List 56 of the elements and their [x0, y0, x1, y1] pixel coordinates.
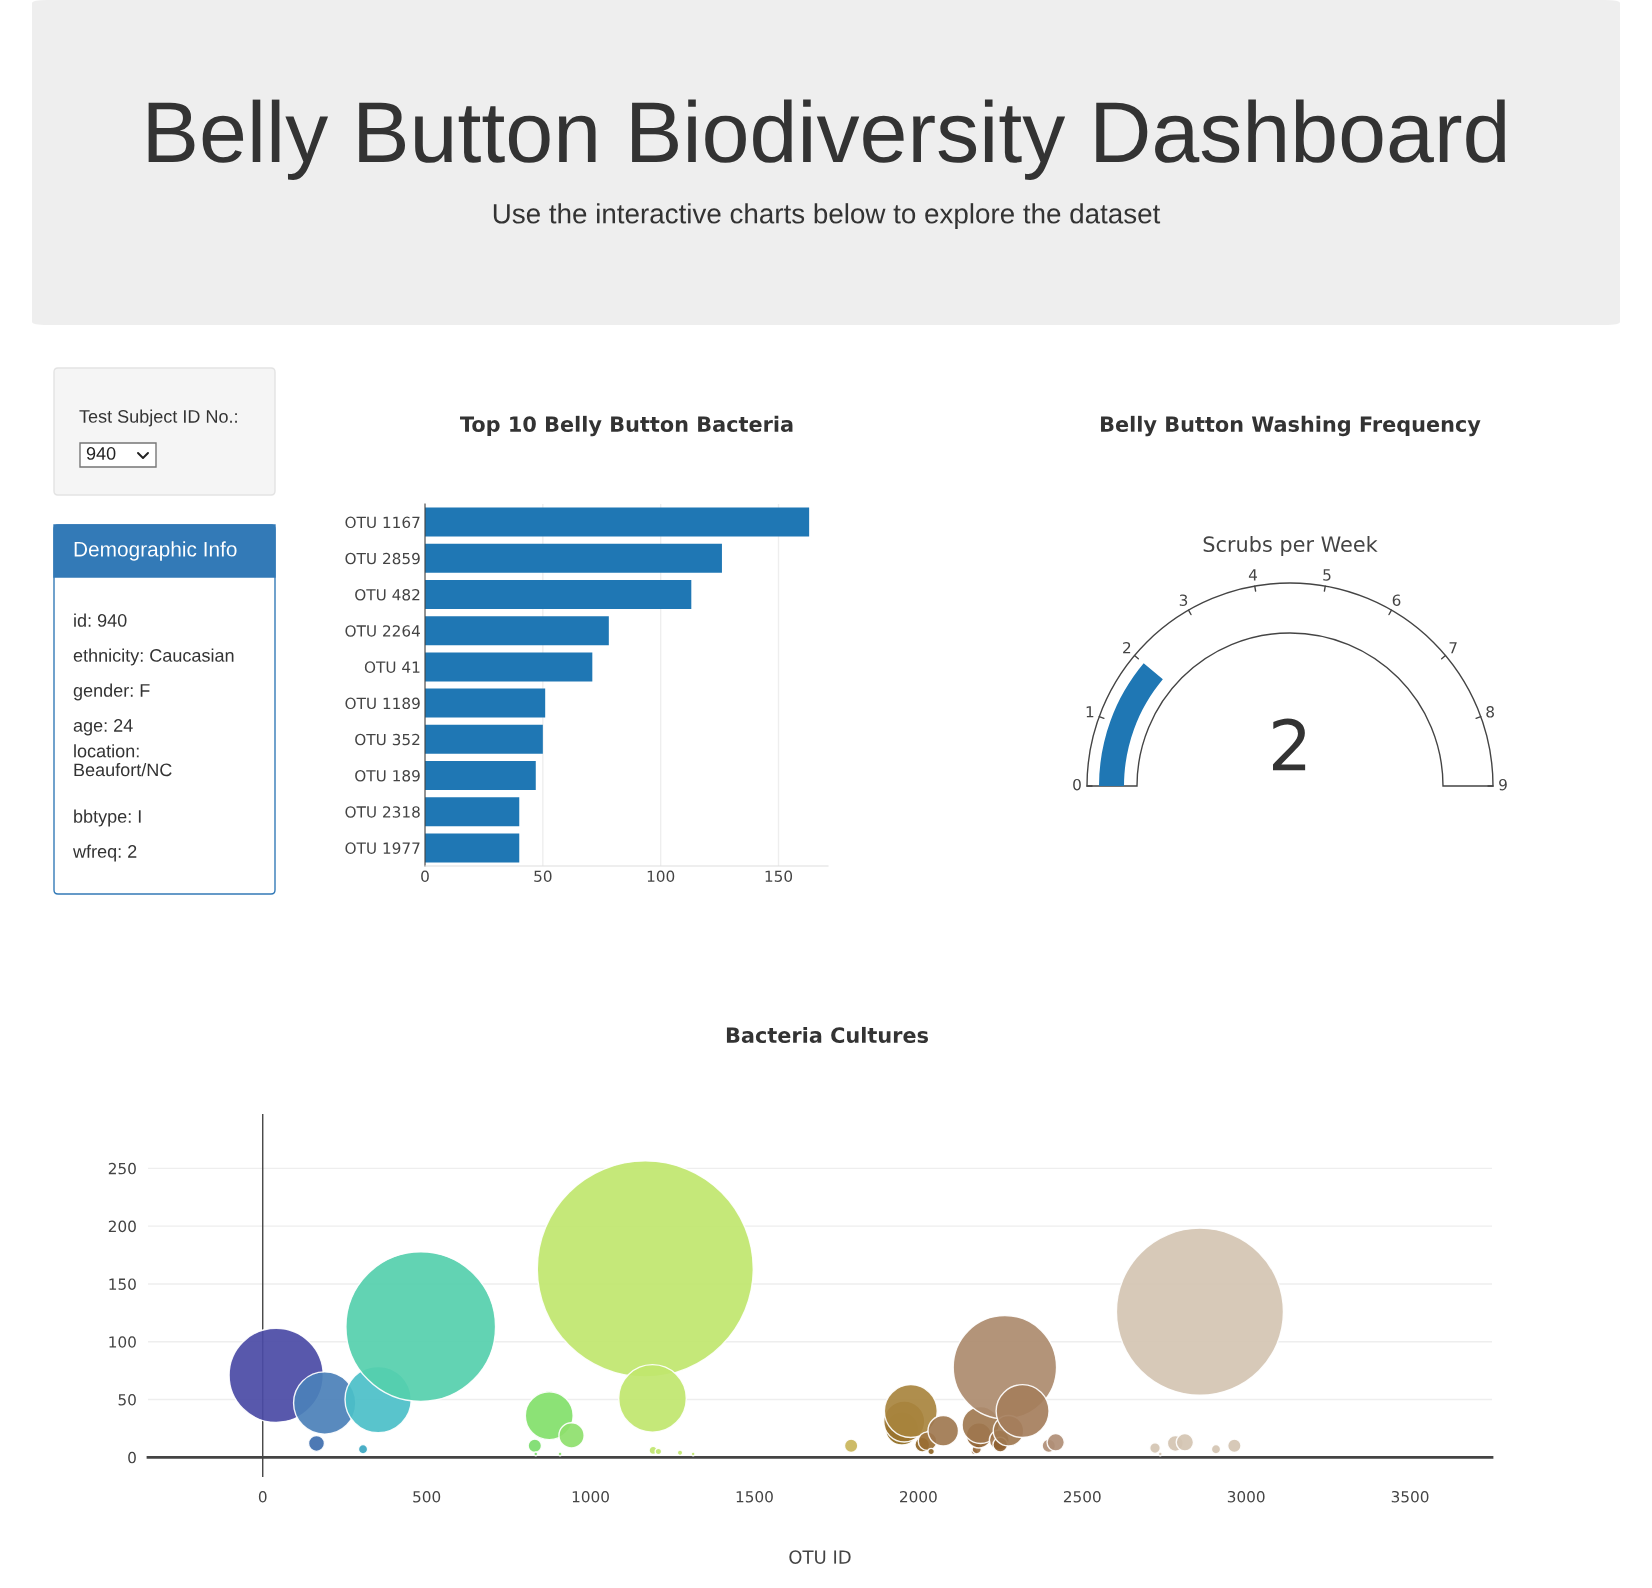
y-tick-label: OTU 352	[355, 733, 420, 746]
text: id: 940	[74, 613, 127, 627]
text: Test Subject ID No.:	[79, 409, 237, 427]
y-tick-label: 50	[118, 1394, 136, 1406]
x-tick-label: 3000	[1227, 1490, 1265, 1503]
y-tick-label: 0	[128, 1451, 136, 1464]
text: 940	[86, 447, 116, 460]
text: bbtype: I	[74, 809, 141, 827]
y-tick-label: OTU 1189	[345, 697, 420, 710]
text: Scrubs per Week	[1203, 535, 1378, 557]
text: 9	[1499, 778, 1507, 791]
text: 5	[1323, 569, 1331, 581]
text: 1	[1086, 706, 1094, 718]
x-tick-label: 50	[534, 870, 552, 882]
x-tick-label: 100	[647, 870, 675, 882]
text: Belly Button Washing Frequency	[1101, 415, 1481, 437]
text: 3	[1179, 594, 1188, 606]
text: 6	[1392, 594, 1401, 606]
text: Use the interactive charts below to explore the dataset	[493, 203, 1161, 230]
y-tick-label: OTU 2859	[345, 552, 420, 565]
x-axis-title: OTU ID	[789, 1550, 851, 1564]
y-tick-label: OTU 1167	[345, 516, 420, 529]
y-tick-label: 100	[109, 1336, 136, 1348]
text: Demographic Info	[74, 541, 237, 561]
text: wfreq: 2	[72, 844, 137, 862]
x-tick-label: 1000	[572, 1490, 609, 1503]
y-tick-label: OTU 1977	[345, 842, 420, 854]
x-tick-label: 3500	[1391, 1490, 1429, 1503]
chart-title: Bacteria Cultures	[726, 1026, 928, 1044]
text: age: 24	[73, 719, 133, 736]
y-tick-label: OTU 2318	[345, 806, 420, 818]
text: 4	[1248, 569, 1258, 581]
x-tick-label: 500	[413, 1490, 441, 1503]
y-tick-label: 250	[108, 1162, 136, 1175]
y-tick-label: OTU 41	[364, 661, 420, 673]
x-tick-label: 0	[258, 1490, 267, 1503]
text: gender: F	[73, 683, 150, 701]
y-tick-label: OTU 2264	[345, 625, 420, 637]
text: 7	[1449, 642, 1457, 654]
x-tick-label: 150	[765, 870, 793, 882]
text: ethnicity: Caucasian	[73, 648, 234, 666]
text: 0	[1073, 778, 1081, 791]
y-tick-label: 200	[108, 1220, 136, 1233]
y-tick-label: 150	[109, 1278, 136, 1290]
x-tick-label: 1500	[736, 1490, 773, 1503]
text: 8	[1486, 706, 1494, 718]
y-tick-label: OTU 482	[355, 588, 420, 601]
x-tick-label: 2500	[1063, 1490, 1101, 1503]
x-tick-label: 0	[421, 870, 429, 882]
text: Belly Button Biodiversity Dashboard	[148, 99, 1505, 180]
text: location: Beaufort/NC	[74, 744, 172, 777]
y-tick-label: OTU 189	[355, 769, 420, 782]
chart-title: Top 10 Belly Button Bacteria	[460, 415, 793, 437]
text: 2	[1123, 641, 1131, 654]
data-label: 2	[1273, 718, 1306, 771]
x-tick-label: 2000	[900, 1490, 937, 1503]
